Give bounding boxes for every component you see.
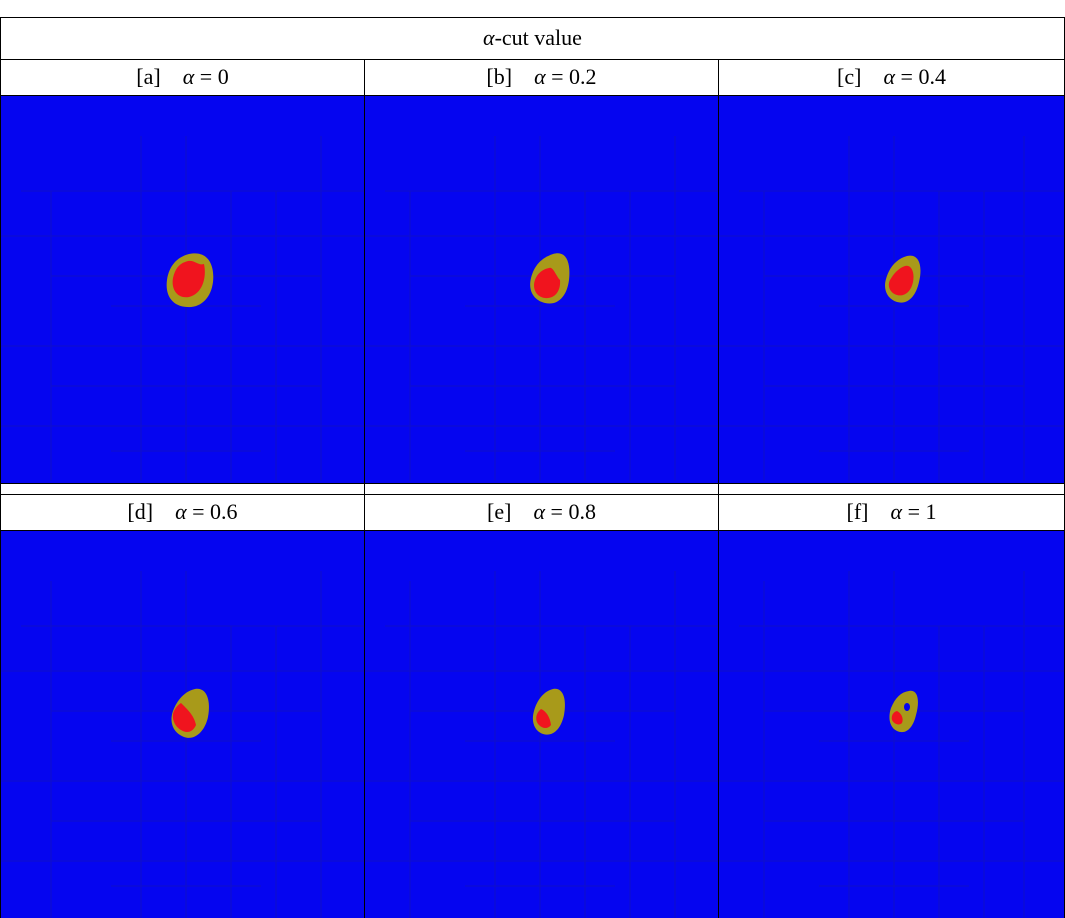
alpha-symbol: α — [533, 499, 546, 524]
panel-label-e: [e] α = 0.8 — [365, 494, 718, 530]
segmentation-image-b — [365, 96, 718, 483]
alpha-value: = 0 — [199, 64, 229, 89]
alpha-value: = 0.2 — [551, 64, 597, 89]
column-divider-2 — [718, 59, 719, 918]
panel-tag: [c] — [837, 64, 862, 89]
alpha-value: = 1 — [907, 499, 937, 524]
alpha-symbol: α — [175, 499, 187, 524]
segmentation-image-d — [1, 531, 364, 918]
alpha-symbol: α — [883, 64, 896, 89]
inner-region — [888, 265, 914, 296]
panel-tag: [f] — [846, 499, 869, 524]
panel-label-c: [c] α = 0.4 — [719, 59, 1064, 95]
row2-label-bottom-border — [0, 530, 1065, 531]
table-left-border — [0, 17, 1, 918]
panel-label-f: [f] α = 1 — [719, 494, 1064, 530]
mesh-grid — [719, 136, 1064, 481]
row1-label-bottom-border — [0, 95, 1065, 96]
alpha-symbol: α — [182, 64, 195, 89]
inner-region — [534, 267, 561, 299]
segmentation-image-f — [719, 531, 1064, 918]
alpha-value: = 0.4 — [900, 64, 946, 89]
segmentation-image-c — [719, 96, 1064, 483]
row-divider — [0, 483, 1065, 484]
row2-label-top-border — [0, 494, 1065, 495]
alpha-value: = 0.8 — [550, 499, 596, 524]
outer-region — [532, 688, 565, 735]
mesh-grid — [719, 571, 1064, 918]
mesh-grid — [365, 571, 718, 918]
segmentation-image-e — [365, 531, 718, 918]
header-alpha-symbol: α — [483, 25, 495, 50]
table-top-border — [0, 17, 1065, 18]
panel-tag: [e] — [487, 499, 512, 524]
panel-label-a: [a] α = 0 — [1, 59, 364, 95]
panel-tag: [d] — [127, 499, 154, 524]
panel-label-d: [d] α = 0.6 — [1, 494, 364, 530]
inner-region — [172, 260, 205, 298]
header-bottom-border — [0, 59, 1065, 60]
inner-region — [172, 703, 196, 733]
alpha-value: = 0.6 — [192, 499, 238, 524]
panel-tag: [a] — [136, 64, 161, 89]
alpha-symbol: α — [890, 499, 903, 524]
table-header: α -cut value — [0, 17, 1065, 59]
inner-region — [536, 709, 551, 728]
mesh-grid — [1, 571, 364, 918]
mesh-grid — [365, 136, 718, 481]
mesh-grid — [1, 136, 364, 481]
panel-tag: [b] — [486, 64, 513, 89]
alpha-symbol: α — [534, 64, 546, 89]
column-divider-1 — [364, 59, 365, 918]
header-text: -cut value — [494, 25, 582, 50]
inner-region — [891, 711, 903, 725]
panel-label-b: [b] α = 0.2 — [365, 59, 718, 95]
inner-spot — [904, 703, 910, 711]
segmentation-image-a — [1, 96, 364, 483]
